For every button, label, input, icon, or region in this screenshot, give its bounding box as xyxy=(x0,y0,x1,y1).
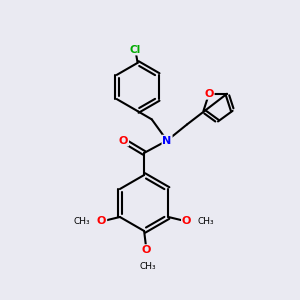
Text: O: O xyxy=(119,136,128,146)
Text: CH₃: CH₃ xyxy=(140,262,156,272)
Text: CH₃: CH₃ xyxy=(198,217,214,226)
Text: N: N xyxy=(163,136,172,146)
Text: O: O xyxy=(142,245,151,255)
Text: O: O xyxy=(182,216,191,226)
Text: O: O xyxy=(204,89,214,99)
Text: CH₃: CH₃ xyxy=(74,217,90,226)
Text: Cl: Cl xyxy=(130,45,141,55)
Text: O: O xyxy=(97,216,106,226)
